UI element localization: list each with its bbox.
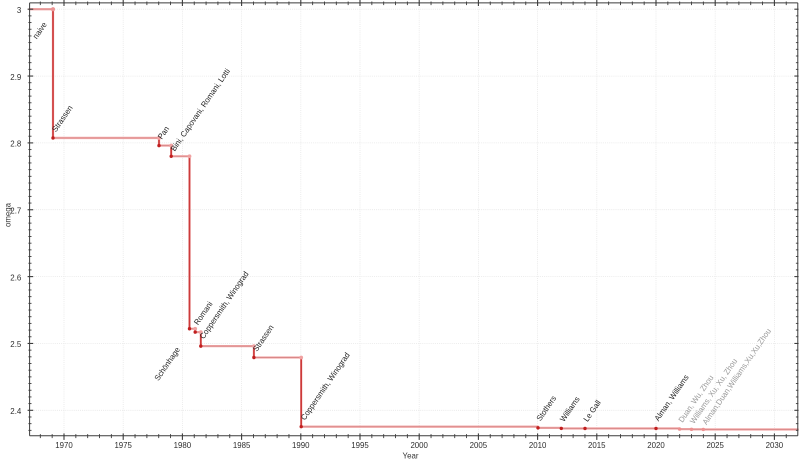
svg-text:1990: 1990: [292, 440, 310, 450]
svg-text:2030: 2030: [766, 440, 784, 450]
svg-text:1985: 1985: [233, 440, 251, 450]
svg-text:1975: 1975: [114, 440, 132, 450]
svg-text:2.5: 2.5: [10, 339, 21, 349]
svg-text:omega: omega: [2, 203, 12, 227]
svg-text:1970: 1970: [55, 440, 73, 450]
svg-text:2.4: 2.4: [10, 406, 21, 416]
svg-text:2.6: 2.6: [10, 272, 21, 282]
svg-text:2010: 2010: [529, 440, 547, 450]
svg-text:2020: 2020: [647, 440, 665, 450]
svg-text:2000: 2000: [410, 440, 428, 450]
svg-text:3: 3: [17, 5, 22, 15]
svg-text:2.8: 2.8: [10, 139, 21, 149]
svg-text:2015: 2015: [588, 440, 606, 450]
svg-text:2.7: 2.7: [10, 206, 21, 216]
svg-text:2025: 2025: [706, 440, 724, 450]
svg-text:1995: 1995: [351, 440, 369, 450]
svg-text:2.9: 2.9: [10, 72, 21, 82]
svg-text:2005: 2005: [470, 440, 488, 450]
svg-text:Year: Year: [403, 451, 419, 461]
svg-text:1980: 1980: [174, 440, 192, 450]
